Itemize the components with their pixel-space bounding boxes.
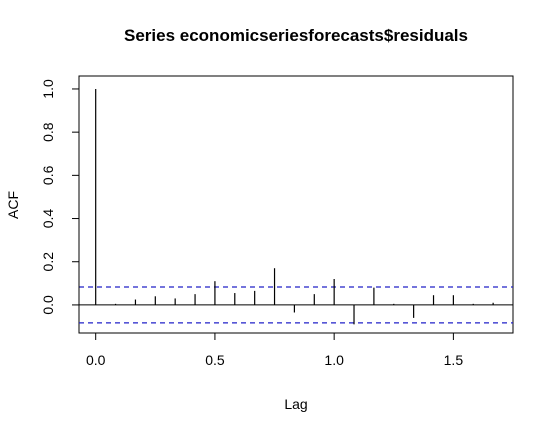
- y-tick-label: 0.2: [40, 252, 56, 272]
- y-tick-label: 0.0: [40, 295, 56, 315]
- plot-frame: [78, 75, 514, 334]
- x-tick-label: 0.5: [205, 352, 225, 368]
- acf-bars: [95, 88, 494, 325]
- y-axis-label: ACF: [5, 191, 21, 219]
- x-axis-label: Lag: [284, 396, 307, 412]
- y-tick-label: 0.8: [40, 122, 56, 142]
- x-tick-label: 1.5: [444, 352, 464, 368]
- chart-title: Series economicseriesforecasts$residuals: [124, 26, 468, 45]
- x-tick-label: 0.0: [86, 352, 106, 368]
- x-tick-label: 1.0: [324, 352, 344, 368]
- y-tick-label: 0.4: [40, 209, 56, 229]
- y-axis: 0.0 0.2 0.4 0.6 0.8 1.0: [40, 79, 80, 315]
- confidence-bounds: [79, 286, 513, 324]
- x-axis: 0.0 0.5 1.0 1.5: [86, 332, 464, 368]
- y-tick-label: 1.0: [40, 79, 56, 99]
- y-tick-label: 0.6: [40, 165, 56, 185]
